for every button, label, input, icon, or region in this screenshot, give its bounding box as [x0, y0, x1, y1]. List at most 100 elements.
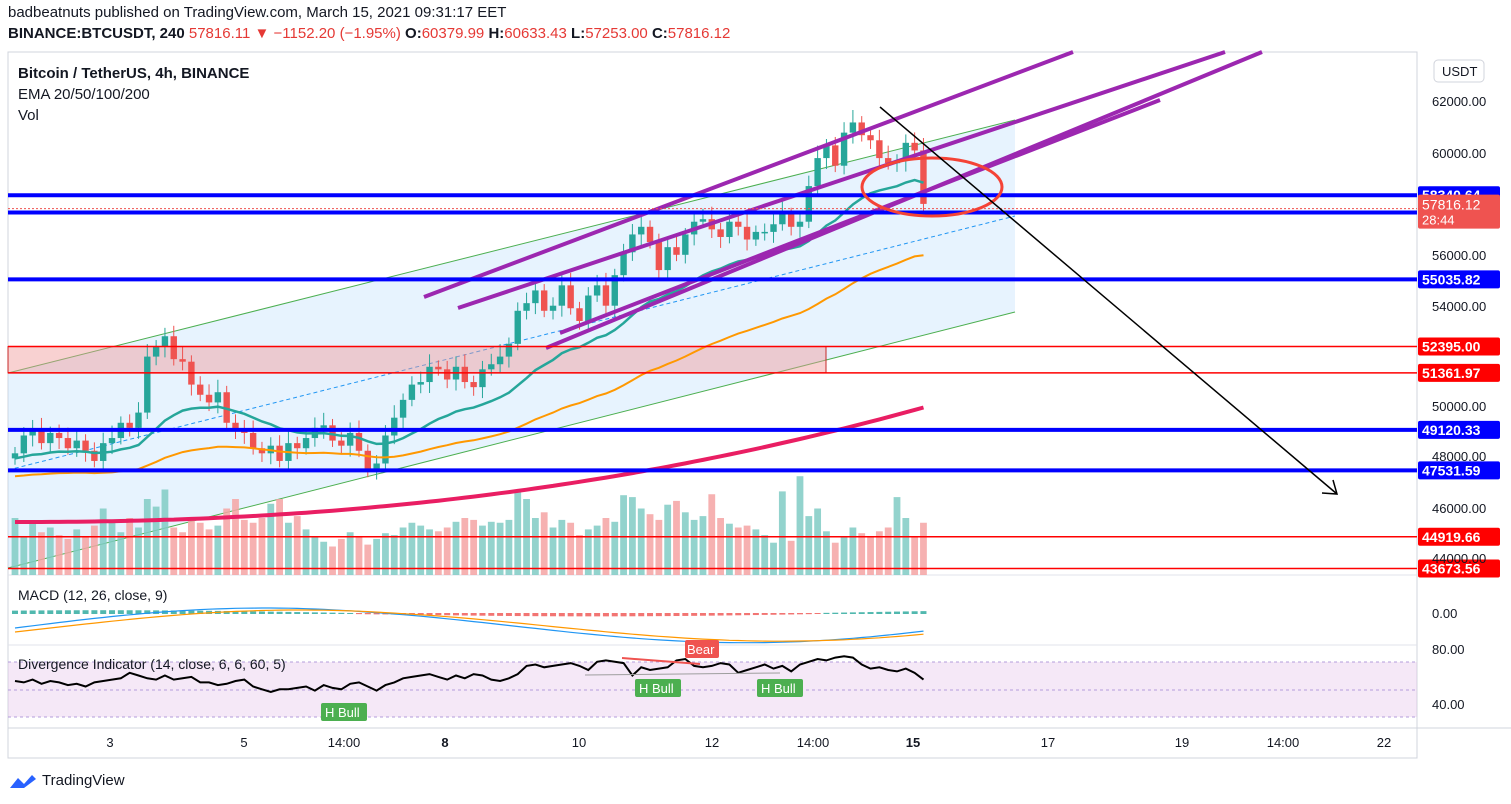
- candle: [682, 234, 689, 255]
- volume-bar: [849, 527, 857, 575]
- volume-bar: [558, 519, 566, 575]
- volume-bar: [426, 529, 433, 575]
- candle: [664, 247, 671, 271]
- volume-bar: [267, 503, 275, 575]
- macd-histogram-bar: [832, 612, 839, 614]
- volume-bar: [831, 542, 839, 575]
- trend-channel-line: [457, 50, 1226, 310]
- price-tag: [1418, 270, 1500, 289]
- tradingview-brand[interactable]: TradingView: [8, 772, 125, 789]
- price-tag-label: 47531.59: [1422, 462, 1481, 478]
- macd-axis-tick: 0.00: [1432, 606, 1457, 621]
- volume-bar: [823, 531, 830, 575]
- macd-histogram-bar: [911, 611, 918, 614]
- volume-bar: [611, 521, 619, 575]
- macd-histogram-bar: [144, 610, 151, 614]
- macd-histogram-bar: [867, 612, 874, 614]
- macd-histogram-bar: [594, 613, 601, 617]
- candle: [11, 453, 19, 459]
- volume-bar: [258, 518, 266, 575]
- macd-histogram-bar: [576, 613, 583, 617]
- volume-bar: [346, 532, 354, 575]
- macd-histogram-bar: [532, 613, 539, 617]
- macd-histogram-bar: [611, 613, 618, 617]
- hbull-divergence-line: [584, 672, 781, 676]
- open-value: 60379.99: [421, 25, 485, 42]
- volume-bar: [170, 527, 178, 575]
- macd-signal-line: [14, 609, 924, 642]
- candle: [55, 432, 63, 439]
- candle: [38, 430, 45, 444]
- hbull-badge-label: H Bull: [639, 681, 674, 696]
- macd-histogram-bar: [417, 613, 424, 615]
- ohlc-line: BINANCE:BTCUSDT, 240 57816.11 ▼ −1152.20…: [8, 25, 730, 42]
- macd-histogram-bar: [505, 613, 512, 616]
- candle: [858, 122, 865, 136]
- macd-histogram-bar: [673, 613, 680, 617]
- volume-bar: [796, 476, 804, 575]
- volume-bar: [320, 541, 328, 575]
- macd-histogram-bar: [38, 610, 45, 614]
- volume-bar: [205, 529, 213, 575]
- volume-bar: [858, 533, 866, 575]
- candle: [541, 290, 548, 311]
- candle: [135, 412, 142, 428]
- candle: [523, 303, 530, 311]
- volume-bar: [29, 522, 37, 575]
- macd-histogram-bar: [779, 613, 786, 615]
- macd-histogram-bar: [708, 613, 715, 616]
- candle: [761, 231, 768, 234]
- volume-bar: [734, 527, 742, 575]
- macd-histogram-bar: [752, 613, 759, 616]
- candle: [417, 382, 424, 385]
- candle: [629, 234, 636, 253]
- macd-histogram-bar: [338, 612, 345, 614]
- macd-histogram-bar: [920, 611, 927, 614]
- macd-histogram-bar: [479, 613, 486, 616]
- price-chart[interactable]: 58340.6457662.2555035.8252395.0051361.97…: [0, 0, 1511, 770]
- price-tag: [1418, 420, 1500, 439]
- price-tag-label: 49120.33: [1422, 422, 1481, 438]
- candle: [276, 445, 283, 461]
- volume-bar: [805, 516, 813, 575]
- candle: [373, 463, 380, 469]
- trend-channel-line: [423, 50, 1074, 299]
- price-change: −1152.20 (−1.95%): [273, 25, 401, 42]
- volume-bar: [549, 527, 557, 575]
- macd-histogram-bar: [303, 612, 310, 614]
- price-axis-tick: 48000.00: [1432, 449, 1486, 464]
- volume-bar: [814, 508, 822, 575]
- macd-histogram-bar: [647, 613, 654, 617]
- macd-histogram-bar: [135, 610, 142, 614]
- candle: [170, 336, 177, 360]
- candle: [205, 394, 213, 403]
- volume-bar: [117, 532, 125, 575]
- vol-legend: Vol: [18, 107, 39, 124]
- macd-histogram-bar: [550, 613, 557, 617]
- macd-histogram-bar: [726, 613, 733, 616]
- candle: [752, 231, 760, 240]
- macd-histogram-bar: [770, 613, 777, 615]
- macd-histogram-bar: [885, 611, 892, 614]
- publisher-line: badbeatnuts published on TradingView.com…: [8, 4, 507, 21]
- macd-line: [14, 607, 924, 644]
- time-axis-tick: 10: [572, 735, 586, 750]
- volume-bar: [920, 522, 927, 575]
- macd-histogram-bar: [91, 610, 98, 614]
- volume-bar: [38, 532, 45, 575]
- currency-button: [1433, 59, 1485, 83]
- volume-bar: [840, 537, 848, 575]
- volume-bar: [531, 518, 539, 575]
- macd-histogram-bar: [373, 613, 380, 615]
- hbull-badge-label: H Bull: [325, 705, 360, 720]
- trend-channel-line: [559, 98, 1161, 335]
- candle: [214, 392, 222, 403]
- macd-histogram-bar: [188, 610, 195, 614]
- volume-bar: [770, 542, 777, 575]
- volume-bar: [752, 529, 760, 575]
- last-price: 57816.11: [188, 25, 251, 42]
- price-axis-tick: 44000.00: [1432, 551, 1486, 566]
- candle: [902, 142, 910, 161]
- macd-histogram-bar: [497, 613, 504, 616]
- macd-histogram-bar: [823, 612, 830, 614]
